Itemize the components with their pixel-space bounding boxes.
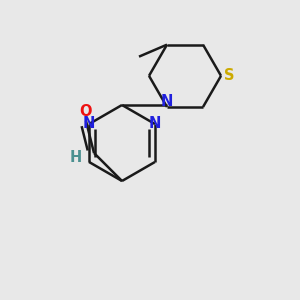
Text: O: O [80, 104, 92, 119]
Text: N: N [149, 116, 161, 131]
Text: S: S [224, 68, 234, 83]
Text: N: N [161, 94, 173, 110]
Text: H: H [70, 149, 82, 164]
Text: N: N [83, 116, 95, 131]
